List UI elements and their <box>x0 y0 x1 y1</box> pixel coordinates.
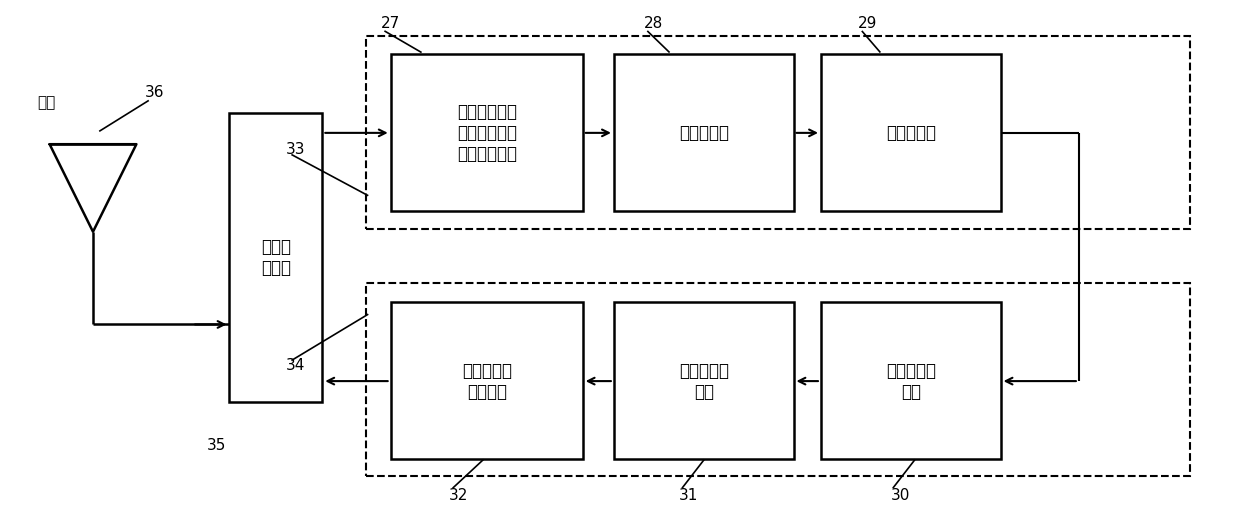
Text: 比值法固支架
微纳微波检测
解调单片系统: 比值法固支架 微纳微波检测 解调单片系统 <box>456 103 517 163</box>
Bar <box>229 113 322 402</box>
Text: 29: 29 <box>858 15 878 31</box>
Text: 收发转
换电路: 收发转 换电路 <box>260 238 291 277</box>
Bar <box>366 36 1190 229</box>
Text: 31: 31 <box>678 488 698 503</box>
Text: 微波信号调
制器: 微波信号调 制器 <box>678 362 729 401</box>
Bar <box>821 54 1001 211</box>
Text: 28: 28 <box>644 15 663 31</box>
Text: 微波信号功
率放大器: 微波信号功 率放大器 <box>461 362 512 401</box>
Bar <box>391 54 583 211</box>
Text: 33: 33 <box>285 142 305 157</box>
Text: 35: 35 <box>207 438 227 453</box>
Text: 32: 32 <box>449 488 469 503</box>
Bar <box>391 302 583 459</box>
Text: 36: 36 <box>145 85 165 100</box>
Bar <box>821 302 1001 459</box>
Text: 30: 30 <box>890 488 910 503</box>
Text: 27: 27 <box>381 15 401 31</box>
Bar <box>614 54 794 211</box>
Text: 34: 34 <box>285 358 305 373</box>
Bar <box>614 302 794 459</box>
Bar <box>366 283 1190 476</box>
Text: 天线: 天线 <box>37 95 56 111</box>
Text: 信号存储器: 信号存储器 <box>678 124 729 142</box>
Text: 信号分析器: 信号分析器 <box>885 124 936 142</box>
Text: 微波信号重
构器: 微波信号重 构器 <box>885 362 936 401</box>
